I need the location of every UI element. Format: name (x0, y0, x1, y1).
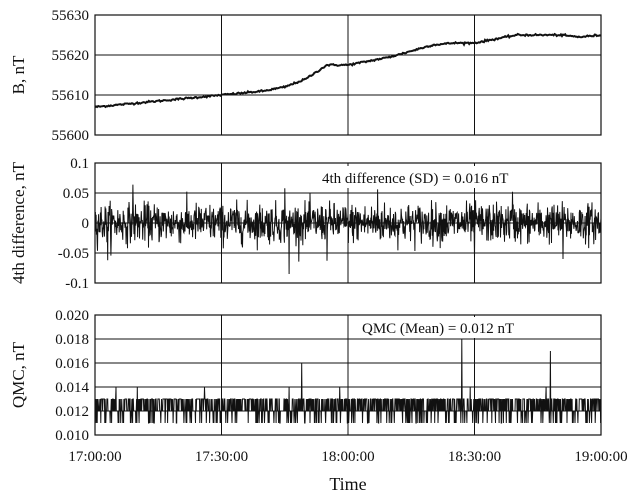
p1-ytick-label: 0.1 (70, 156, 89, 172)
p1-difference-line (94, 184, 602, 275)
p2-ytick-label: 0.012 (55, 404, 89, 420)
p0-b-field-line (94, 32, 602, 109)
p2-annotation-bg (357, 317, 527, 338)
p1-ytick-label: -0.05 (58, 246, 89, 262)
p1-annotation: 4th difference (SD) = 0.016 nT (322, 171, 508, 187)
p0-ytick-label: 55600 (52, 128, 90, 144)
p2-frame (94, 314, 602, 436)
p0-ytick-labels: 55600 55610 55620 55630 (52, 8, 90, 144)
p1-ytick-labels: -0.1 -0.05 0 0.05 0.1 (58, 156, 89, 292)
p0-grid (94, 14, 602, 136)
panel-magnetic-field: 55600 55610 55620 55630 B, nT (9, 8, 602, 144)
panel-4th-difference: -0.1 -0.05 0 0.05 0.1 4th difference (SD) = … (9, 156, 602, 292)
x-tick-labels: 17:00:00 17:30:00 18:00:00 18:30:00 19:00:00 (68, 449, 627, 465)
p2-ytick-label: 0.010 (55, 428, 89, 444)
p1-ytick-label: -0.1 (65, 276, 89, 292)
x-axis-label: Time (329, 474, 366, 494)
x-tick-label: 18:00:00 (321, 449, 374, 465)
p2-ytick-label: 0.020 (55, 308, 89, 324)
x-tick-label: 17:30:00 (195, 449, 248, 465)
p0-ylabel: B, nT (9, 55, 28, 94)
p2-ytick-label: 0.016 (55, 356, 89, 372)
p0-ytick-label: 55620 (52, 48, 90, 64)
x-tick-label: 19:00:00 (574, 449, 627, 465)
p1-ytick-label: 0 (82, 216, 90, 232)
p2-qmc-line (94, 338, 602, 424)
p2-ytick-label: 0.014 (55, 380, 89, 396)
p2-ytick-label: 0.018 (55, 332, 89, 348)
p2-ylabel: QMC, nT (9, 341, 28, 408)
x-tick-label: 18:30:00 (448, 449, 501, 465)
p1-ytick-label: 0.05 (63, 186, 89, 202)
p2-ytick-labels: 0.010 0.012 0.014 0.016 0.018 0.020 (55, 308, 89, 444)
p0-ytick-label: 55630 (52, 8, 90, 24)
p1-annotation-bg (318, 166, 593, 188)
p0-frame (94, 14, 602, 136)
p2-annotation: QMC (Mean) = 0.012 nT (362, 321, 514, 337)
p0-ytick-label: 55610 (52, 88, 90, 104)
panel-qmc: 0.010 0.012 0.014 0.016 0.018 0.020 QMC (Mean… (9, 308, 628, 494)
x-tick-label: 17:00:00 (68, 449, 121, 465)
p1-ylabel: 4th difference, nT (9, 161, 28, 284)
